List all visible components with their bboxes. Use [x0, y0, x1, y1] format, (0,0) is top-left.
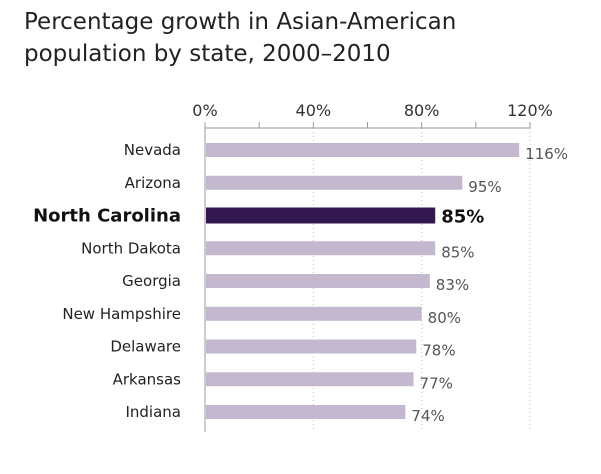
category-label: Nevada: [124, 141, 181, 159]
x-tick-label: 80%: [404, 101, 440, 120]
bar: [206, 175, 463, 190]
category-label: Georgia: [122, 272, 181, 290]
chart-title: Percentage growth in Asian-American popu…: [24, 9, 457, 67]
value-label: 116%: [525, 145, 568, 163]
value-label: 74%: [411, 407, 444, 425]
bar: [206, 339, 417, 354]
value-label: 95%: [468, 178, 501, 196]
category-label: Delaware: [110, 338, 181, 356]
bar: [206, 405, 406, 419]
x-tick-label: 0%: [192, 101, 217, 120]
bar: [206, 372, 414, 387]
x-tick-label: 40%: [296, 101, 332, 120]
category-label: North Carolina: [33, 206, 181, 227]
x-tick-label: 120%: [507, 101, 553, 120]
bar: [206, 207, 436, 224]
value-label: 83%: [436, 276, 469, 294]
value-label: 85%: [441, 243, 474, 261]
bar: [206, 306, 422, 321]
bar: [206, 274, 430, 288]
category-label: New Hampshire: [62, 305, 181, 323]
value-label: 77%: [420, 374, 453, 392]
value-label: 80%: [428, 309, 461, 327]
category-label: North Dakota: [81, 239, 181, 257]
category-label: Arkansas: [113, 370, 182, 388]
category-label: Indiana: [125, 403, 181, 421]
value-label: 85%: [441, 207, 484, 228]
bar: [206, 241, 436, 256]
bar: [206, 143, 520, 157]
category-label: Arizona: [125, 174, 181, 192]
value-label: 78%: [422, 342, 455, 360]
